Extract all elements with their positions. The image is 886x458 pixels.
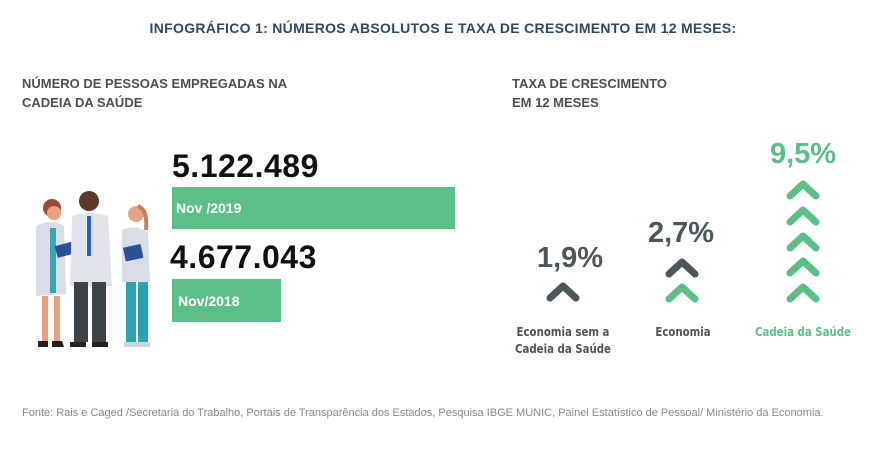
growth-value-health-chain: 9,5% xyxy=(769,138,837,170)
growth-label-health-chain: Cadeia da Saúde xyxy=(755,325,851,339)
value-label-2018: 4.677.043 xyxy=(170,239,317,275)
bar-nov-2018: Nov/2018 xyxy=(172,279,281,322)
chevron-up-icon xyxy=(785,178,821,205)
growth-header: TAXA DE CRESCIMENTO EM 12 MESES xyxy=(512,74,667,112)
chevron-up-icon xyxy=(785,204,821,231)
chevron-up-icon xyxy=(664,256,700,283)
bar-label-2019: Nov /2019 xyxy=(176,200,242,216)
bar-nov-2019: Nov /2019 xyxy=(172,187,455,229)
bar-label-2018: Nov/2018 xyxy=(178,292,240,309)
value-label-2019: 5.122.489 xyxy=(172,148,319,184)
chevron-up-icon xyxy=(664,281,700,308)
employed-header: NÚMERO DE PESSOAS EMPREGADAS NA CADEIA D… xyxy=(22,74,287,112)
infographic-title: INFOGRÁFICO 1: NÚMEROS ABSOLUTOS E TAXA … xyxy=(149,20,737,36)
label-line1: Economia sem a xyxy=(516,325,610,339)
growth-label-economy-without-health: Economia sem a Cadeia da Saúde xyxy=(508,324,619,358)
employed-header-line1: NÚMERO DE PESSOAS EMPREGADAS NA xyxy=(22,76,288,91)
health-workers-illustration xyxy=(36,191,150,347)
label-line2: Cadeia da Saúde xyxy=(515,342,611,356)
growth-header-line2: EM 12 MESES xyxy=(512,95,599,110)
growth-header-line1: TAXA DE CRESCIMENTO xyxy=(512,76,668,91)
chevron-up-icon xyxy=(785,230,821,257)
chevron-up-icon xyxy=(545,280,581,307)
employed-header-line2: CADEIA DA SAÚDE xyxy=(22,95,143,110)
growth-label-economy: Economia xyxy=(655,325,711,339)
chevron-up-icon xyxy=(785,281,821,308)
growth-value-economy: 2,7% xyxy=(647,217,715,249)
growth-value-economy-without-health: 1,9% xyxy=(536,242,604,274)
chevron-up-icon xyxy=(785,255,821,282)
source-footnote: Fonte: Rais e Caged /Secretaria do Traba… xyxy=(22,407,824,419)
